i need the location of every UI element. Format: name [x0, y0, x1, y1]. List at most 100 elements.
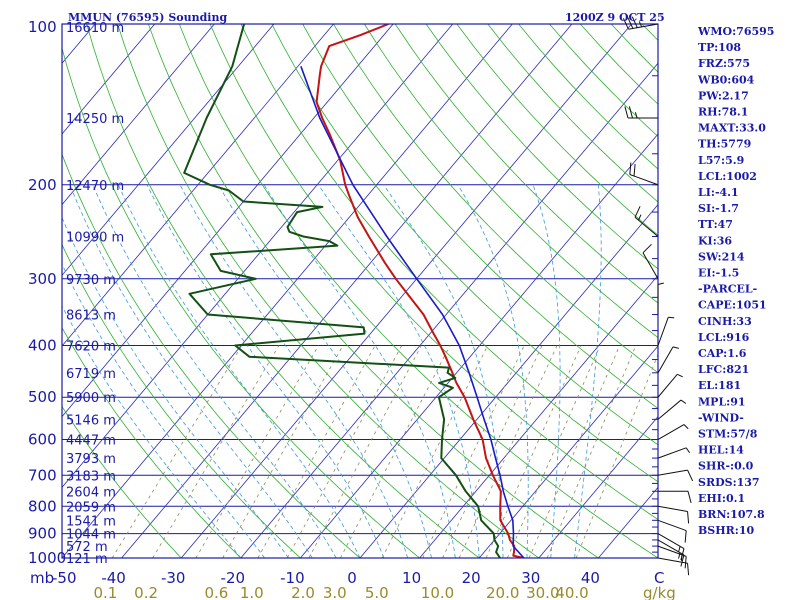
height-tick-label: 121 m	[66, 552, 108, 567]
isotherm-line	[419, 274, 658, 558]
height-tick-label: 16610 m	[66, 21, 124, 36]
wind-barb-feather	[642, 243, 652, 254]
height-tick-label: 6719 m	[66, 367, 116, 382]
height-tick-label: 10990 m	[66, 231, 124, 246]
isotherm-line	[240, 62, 658, 558]
wind-barb	[657, 399, 687, 420]
wind-barb-half-feather	[668, 316, 675, 319]
grid-lines	[62, 24, 658, 558]
mixing-ratio-tick-label: 10.0	[421, 584, 454, 600]
isotherm-line	[538, 416, 658, 558]
moist-adiabat	[318, 184, 480, 558]
moist-adiabat	[62, 263, 265, 558]
mixing-ratio-tick-label: 0.1	[93, 584, 117, 600]
wind-barb-feather	[687, 491, 692, 504]
wind-barb	[657, 469, 694, 482]
index-label: CAP:1.6	[698, 347, 747, 360]
index-label: SW:214	[698, 250, 745, 263]
height-tick-label: 5900 m	[66, 391, 116, 406]
index-label: HEL:14	[698, 444, 744, 457]
temperature-tick-label: 0	[347, 569, 357, 587]
isotherm-line	[62, 24, 334, 347]
index-label: WMO:76595	[697, 25, 774, 38]
wind-barb-staff	[657, 447, 687, 459]
wind-barb-staff	[657, 424, 685, 440]
temperature-tick-label: -10	[280, 569, 305, 587]
mixing-ratio-tick-label: 2.0	[291, 584, 315, 600]
wind-barb-staff	[657, 533, 685, 549]
wind-barb	[622, 16, 659, 30]
wind-barb	[657, 373, 683, 398]
wind-barb-feather	[687, 469, 694, 482]
dry-adiabat	[333, 24, 658, 374]
isotherm-line	[62, 24, 275, 276]
wind-barb	[657, 282, 664, 315]
moist-adiabat	[263, 184, 456, 558]
height-tick-label: 14250 m	[66, 112, 124, 127]
temperature-trace	[315, 24, 525, 558]
index-label: EI:-1.5	[698, 267, 739, 280]
wind-barb	[657, 519, 687, 543]
index-label: EL:181	[698, 379, 741, 392]
dewpoint-trace	[183, 24, 501, 558]
wind-barb-staff	[657, 545, 687, 557]
isotherm-line	[300, 133, 658, 558]
index-label: LI:-4.1	[698, 186, 739, 199]
wind-barb-staff	[657, 505, 688, 512]
dry-adiabat	[302, 24, 658, 409]
height-tick-label: 7620 m	[66, 340, 116, 355]
stability-indices-panel: WMO:76595 TP:108 FRZ:575 WB0:604 PW:2.17 RH:7…	[697, 25, 774, 537]
wind-barb-half-feather	[685, 447, 691, 454]
wind-barb	[634, 206, 659, 237]
index-label: PW:2.17	[698, 89, 749, 102]
dry-adiabat	[394, 24, 658, 304]
wind-barb-staff	[657, 346, 674, 374]
pressure-tick-label: 800	[28, 497, 57, 515]
pressure-tick-label: 600	[28, 431, 57, 449]
moist-adiabat	[532, 184, 561, 558]
dry-adiabat	[62, 46, 421, 558]
mixing-ratio-tick-label: 0.6	[204, 584, 228, 600]
wind-barb	[658, 490, 692, 504]
mixing-ratio-tick-label: 3.0	[323, 584, 347, 600]
isotherm-line	[478, 345, 658, 558]
dry-adiabat	[240, 24, 658, 483]
dry-adiabat	[62, 153, 361, 558]
pressure-tick-label: 700	[28, 466, 57, 484]
wind-barb-half-feather	[677, 373, 683, 378]
wind-barb-feather	[680, 548, 685, 561]
pressure-tick-label: 1000	[28, 549, 66, 567]
wind-barb-half-feather	[657, 282, 664, 286]
wind-barb	[657, 316, 675, 346]
moist-adiabat	[62, 216, 289, 558]
wind-barb-half-feather	[678, 552, 681, 559]
height-tick-label: 9730 m	[66, 273, 116, 288]
index-label: MPL:91	[698, 395, 746, 408]
wind-barb-feather	[680, 554, 685, 567]
wind-barb-feather	[631, 16, 638, 28]
pressure-tick-label: 200	[28, 176, 57, 194]
wind-barb-half-feather	[634, 112, 638, 119]
wind-barb	[657, 533, 685, 561]
isotherm-line	[121, 24, 573, 558]
height-tick-label: 1541 m	[66, 514, 116, 529]
height-tick-label: 8613 m	[66, 309, 116, 324]
wind-barb-staff	[628, 23, 659, 30]
corner-unit-label: mb	[30, 569, 54, 587]
index-label: EHI:0.1	[698, 492, 745, 505]
corner-c-label: C	[654, 569, 664, 587]
wind-barb-feather	[634, 206, 641, 218]
wind-barb-feather	[627, 17, 634, 29]
wind-barb-half-feather	[672, 346, 679, 349]
wind-barb	[657, 447, 691, 459]
index-label: -WIND-	[698, 411, 744, 424]
mixing-ratio-tick-label: 0.2	[134, 584, 158, 600]
index-label: STM:57/8	[698, 428, 758, 441]
index-label: SI:-1.7	[698, 202, 739, 215]
pressure-tick-label: 900	[28, 525, 57, 543]
temperature-tick-label: 10	[402, 569, 421, 587]
height-tick-label: 3793 m	[66, 452, 116, 467]
sounding-traces	[183, 24, 525, 558]
index-label: CAPE:1051	[698, 299, 767, 312]
height-tick-label: 4447 m	[66, 434, 116, 449]
